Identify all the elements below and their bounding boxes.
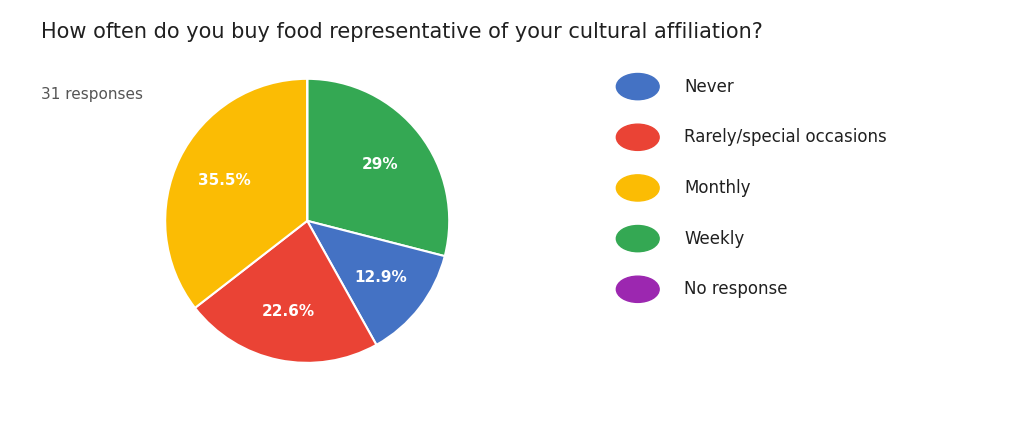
Text: 22.6%: 22.6% bbox=[262, 304, 315, 319]
Text: No response: No response bbox=[684, 280, 787, 298]
Text: Never: Never bbox=[684, 78, 734, 96]
Circle shape bbox=[616, 124, 659, 150]
Circle shape bbox=[616, 175, 659, 201]
Circle shape bbox=[616, 74, 659, 100]
Text: Weekly: Weekly bbox=[684, 229, 744, 248]
Wedge shape bbox=[307, 79, 450, 256]
Wedge shape bbox=[307, 221, 444, 345]
Text: 29%: 29% bbox=[361, 157, 398, 172]
Text: Rarely/special occasions: Rarely/special occasions bbox=[684, 128, 887, 146]
Text: Monthly: Monthly bbox=[684, 179, 751, 197]
Circle shape bbox=[616, 226, 659, 252]
Text: 35.5%: 35.5% bbox=[198, 173, 251, 188]
Wedge shape bbox=[195, 221, 377, 363]
Circle shape bbox=[616, 276, 659, 302]
Text: How often do you buy food representative of your cultural affiliation?: How often do you buy food representative… bbox=[41, 22, 763, 42]
Text: 31 responses: 31 responses bbox=[41, 87, 143, 102]
Wedge shape bbox=[165, 79, 307, 308]
Text: 12.9%: 12.9% bbox=[354, 270, 407, 284]
